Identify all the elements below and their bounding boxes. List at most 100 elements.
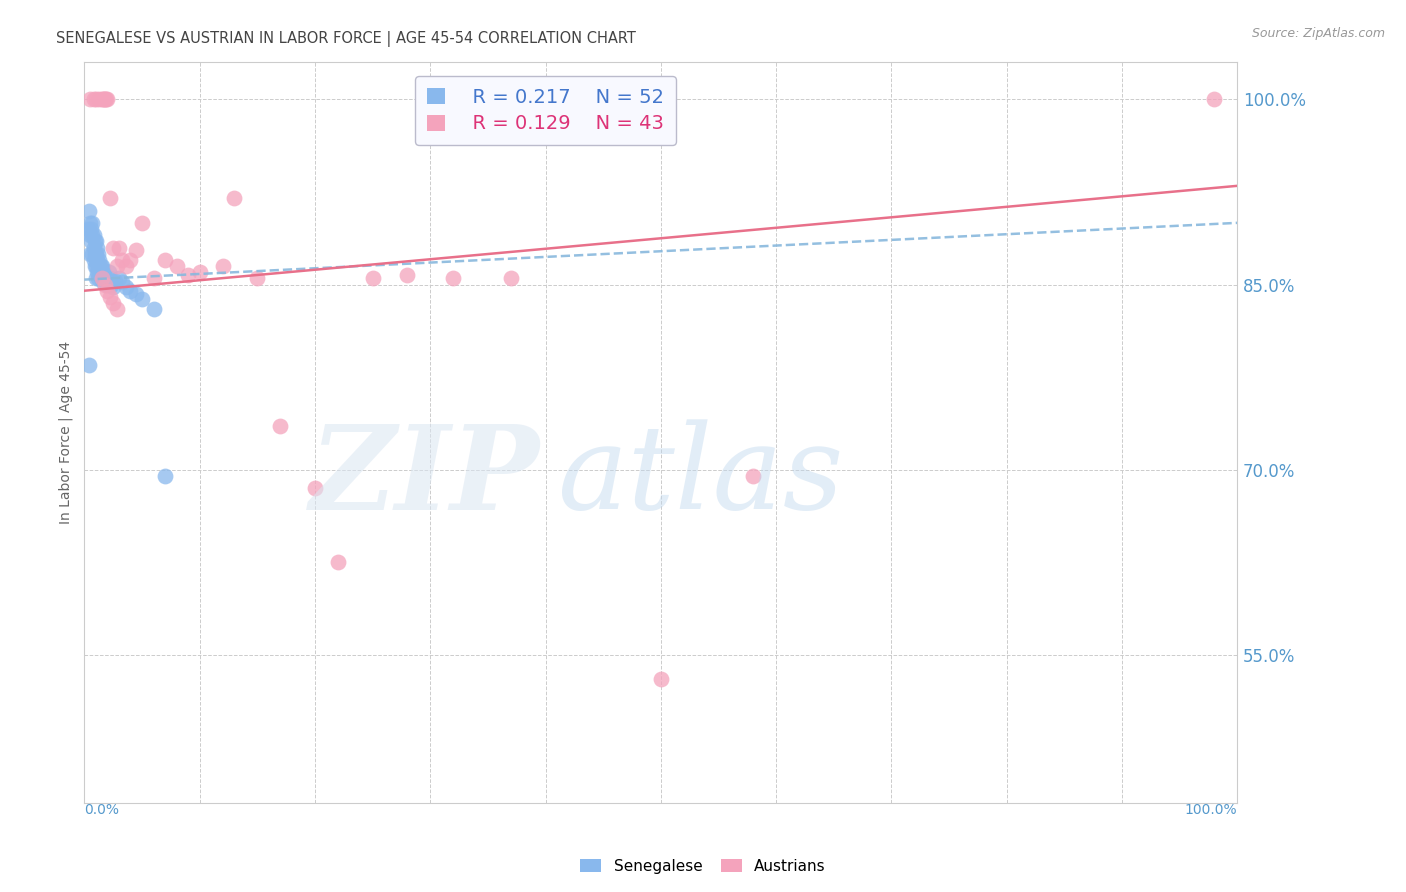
Point [86,265,108,279]
Point [90,271,112,285]
Point [79,228,101,243]
Text: Source: ZipAtlas.com: Source: ZipAtlas.com [1251,27,1385,40]
Point [111,252,134,267]
Point [94,271,117,285]
Point [79,92,101,106]
Point [361,271,384,285]
Point [84,259,107,273]
Point [77,358,100,372]
Point [84,271,107,285]
Text: SENEGALESE VS AUSTRIAN IN LABOR FORCE | AGE 45-54 CORRELATION CHART: SENEGALESE VS AUSTRIAN IN LABOR FORCE | … [56,31,636,47]
Point [153,252,176,267]
Point [79,246,101,260]
Point [91,92,114,106]
Point [188,265,211,279]
Point [246,271,269,285]
Point [83,235,105,249]
Point [96,92,118,106]
Point [103,240,124,254]
Point [304,481,326,495]
Text: atlas: atlas [557,419,844,534]
Point [153,468,176,483]
Point [105,259,128,273]
Point [125,287,148,301]
Point [111,275,134,289]
Point [103,280,124,294]
Point [82,216,104,230]
Legend: Senegalese, Austrians: Senegalese, Austrians [574,853,832,880]
Point [87,246,110,260]
Point [115,259,138,273]
Point [91,262,114,277]
Point [82,246,104,260]
Point [100,277,122,292]
Point [83,252,105,267]
Text: ZIP: ZIP [309,419,540,534]
Point [97,265,120,279]
Point [89,252,111,267]
Point [103,296,124,310]
Point [98,290,121,304]
Point [90,92,112,106]
Point [82,228,104,243]
Point [76,222,98,236]
Point [77,203,100,218]
Point [87,271,110,285]
Point [80,222,103,236]
Point [98,271,121,285]
Point [86,252,108,267]
Point [115,280,138,294]
Point [120,252,142,267]
Point [211,259,233,273]
Point [93,92,115,106]
Point [142,271,165,285]
Point [83,240,105,254]
Point [177,268,200,282]
Point [131,216,153,230]
Point [326,555,349,569]
Point [94,277,117,292]
Point [1204,92,1226,106]
Point [104,274,127,288]
Point [120,284,142,298]
Legend:   R = 0.217    N = 52,   R = 0.129    N = 43: R = 0.217 N = 52, R = 0.129 N = 43 [415,76,676,145]
Point [83,246,105,260]
Point [87,259,110,273]
Point [108,271,131,285]
Point [94,92,117,106]
Point [93,268,115,282]
Point [84,235,107,249]
Point [96,277,118,292]
Point [86,240,108,254]
Point [224,191,246,205]
Point [125,243,148,257]
Point [79,216,101,230]
Text: 100.0%: 100.0% [1185,803,1237,817]
Point [83,92,105,106]
Point [96,92,118,106]
Point [89,92,111,106]
Point [96,275,118,289]
Point [91,275,114,289]
Point [396,268,419,282]
Text: 0.0%: 0.0% [84,803,120,817]
Point [89,259,111,273]
Point [269,419,291,434]
Point [108,240,131,254]
Point [441,271,464,285]
Y-axis label: In Labor Force | Age 45-54: In Labor Force | Age 45-54 [59,341,73,524]
Point [90,259,112,273]
Point [131,293,153,307]
Point [89,271,111,285]
Point [742,468,765,483]
Point [142,302,165,317]
Point [84,92,107,106]
Point [499,271,522,285]
Point [83,228,105,243]
Point [90,271,112,285]
Point [80,235,103,249]
Point [83,259,105,273]
Point [105,302,128,317]
Point [98,191,121,205]
Point [84,246,107,260]
